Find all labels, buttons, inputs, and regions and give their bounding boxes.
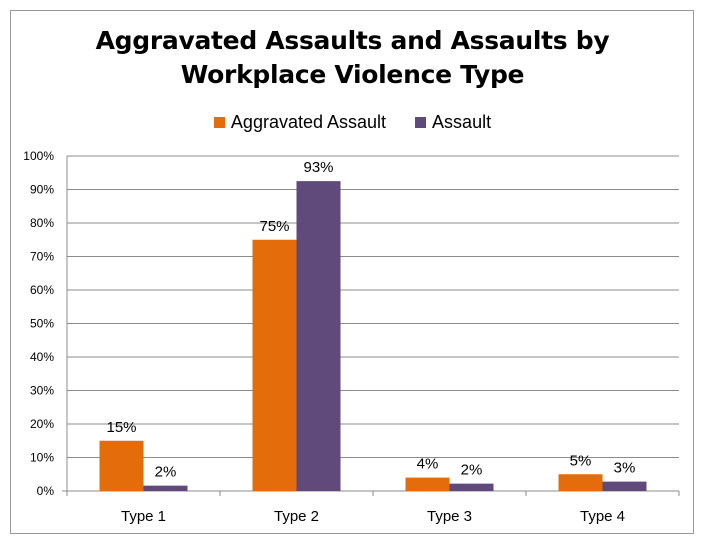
data-label: 4% [417,456,439,473]
bar-assault [296,181,341,491]
data-label: 2% [155,464,177,481]
bar-aggravated-assault [558,474,603,491]
legend-swatch-aggravated-assault [213,117,225,128]
data-label: 5% [570,452,592,469]
data-label: 93% [303,159,333,176]
legend-label-aggravated-assault: Aggravated Assault [230,112,387,132]
bar-assault [602,481,647,491]
bar-assault [143,485,188,491]
chart-legend: Aggravated Assault Assault [0,112,705,133]
data-label: 15% [106,419,136,436]
y-tick-label: 10% [30,451,54,465]
legend-label-assault: Assault [432,112,492,132]
x-tick-label: Type 3 [427,508,472,525]
y-tick-label: 90% [30,183,54,197]
bar-aggravated-assault [252,239,297,491]
x-tick-label: Type 2 [274,508,319,525]
y-tick-label: 40% [30,350,54,364]
legend-item-aggravated-assault: Aggravated Assault [213,112,387,133]
bar-aggravated-assault [99,440,144,491]
x-tick-label: Type 4 [580,508,625,525]
data-label: 3% [614,460,636,477]
y-tick-label: 60% [30,283,54,297]
chart-title-line-2: Workplace Violence Type [180,60,525,89]
data-label: 75% [259,218,289,235]
bar-assault [449,483,494,491]
y-tick-label: 100% [23,149,54,163]
legend-swatch-assault [415,117,427,128]
y-tick-label: 0% [37,484,55,498]
data-label: 2% [461,462,483,479]
chart-title: Aggravated Assaults and Assaults by Work… [0,24,705,92]
y-tick-label: 80% [30,216,54,230]
legend-item-assault: Assault [415,112,491,133]
bar-aggravated-assault [405,477,450,491]
y-tick-label: 20% [30,417,54,431]
chart-title-line-1: Aggravated Assaults and Assaults by [95,26,610,55]
y-tick-label: 30% [30,384,54,398]
x-tick-label: Type 1 [121,508,166,525]
y-tick-label: 50% [30,317,54,331]
y-tick-label: 70% [30,250,54,264]
